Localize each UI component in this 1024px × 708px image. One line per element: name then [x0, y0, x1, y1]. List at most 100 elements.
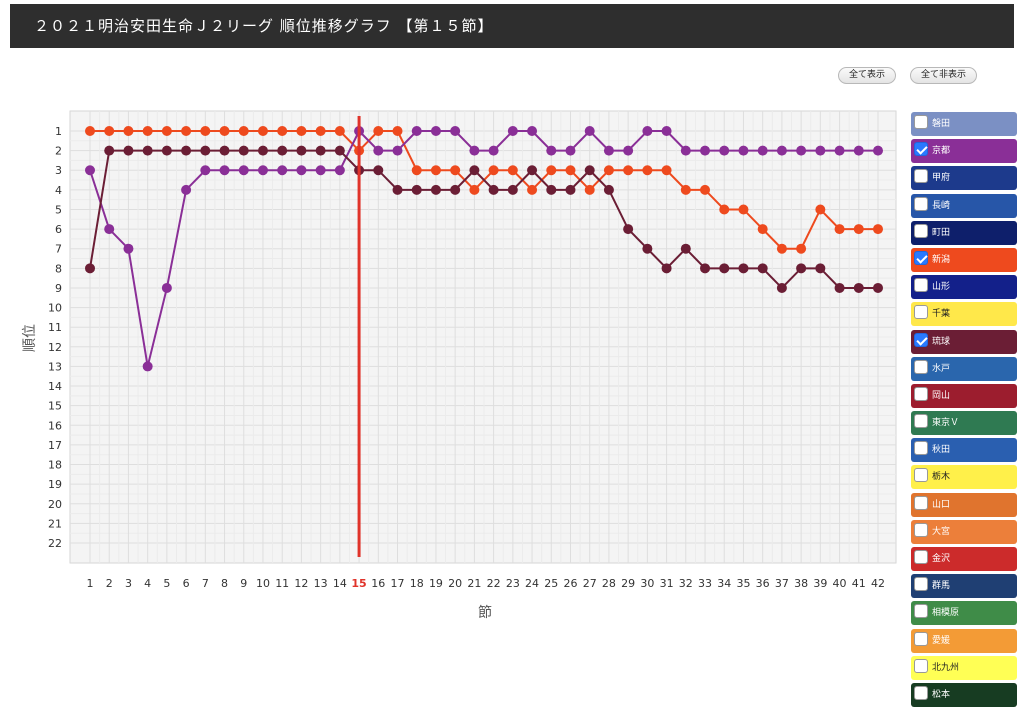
legend-checkbox[interactable]: [914, 278, 928, 293]
data-point: [834, 145, 845, 156]
legend-checkbox[interactable]: [914, 359, 928, 374]
legend-item[interactable]: 水戸: [911, 356, 1017, 381]
data-point: [796, 145, 807, 156]
legend-item[interactable]: 愛媛: [911, 628, 1017, 653]
legend-item[interactable]: 相模原: [911, 601, 1017, 626]
data-point: [661, 263, 672, 274]
legend-checkbox[interactable]: [914, 414, 928, 429]
hide-all-button[interactable]: 全て非表示: [910, 67, 978, 84]
y-tick-label: 5: [55, 203, 62, 216]
data-point: [680, 145, 691, 156]
legend-label: 東京Ｖ: [932, 418, 960, 429]
data-point: [450, 184, 461, 195]
legend-item[interactable]: 東京Ｖ: [911, 411, 1017, 436]
x-tick-label: 27: [583, 577, 597, 590]
legend-checkbox[interactable]: [914, 577, 928, 592]
data-point: [584, 184, 595, 195]
x-tick-label: 8: [221, 577, 228, 590]
legend-item[interactable]: 栃木: [911, 465, 1017, 490]
data-point: [776, 145, 787, 156]
data-point: [700, 184, 711, 195]
legend-checkbox[interactable]: [914, 441, 928, 456]
data-point: [527, 126, 538, 136]
x-tick-label: 30: [640, 577, 654, 590]
legend-item[interactable]: 山形: [911, 275, 1017, 300]
legend-checkbox[interactable]: [914, 115, 928, 129]
legend-label: 金沢: [932, 554, 951, 564]
x-tick-label: 12: [294, 577, 308, 590]
data-point: [738, 263, 749, 274]
x-tick-label: 32: [679, 577, 693, 590]
x-tick-label: 33: [698, 577, 712, 590]
legend-label: 甲府: [932, 173, 951, 184]
x-tick-label: 26: [563, 577, 577, 590]
data-point: [373, 165, 384, 176]
legend-item[interactable]: 秋田: [911, 438, 1017, 463]
legend-item[interactable]: 甲府: [911, 166, 1017, 191]
legend-checkbox[interactable]: [914, 658, 928, 673]
x-tick-label: 36: [756, 577, 770, 590]
data-point: [219, 165, 230, 176]
x-tick-label: 25: [544, 577, 558, 590]
y-tick-label: 18: [48, 459, 62, 472]
data-point: [200, 145, 211, 156]
legend-item[interactable]: 新潟: [911, 247, 1017, 272]
x-tick-label: 22: [487, 577, 501, 590]
legend-checkbox[interactable]: [914, 305, 928, 320]
legend-checkbox[interactable]: [914, 386, 928, 401]
y-tick-label: 1: [55, 125, 62, 138]
data-point: [392, 126, 403, 136]
legend-checkbox[interactable]: [914, 522, 928, 537]
legend-label: 水戸: [932, 363, 951, 374]
x-tick-label: 3: [125, 577, 132, 590]
x-tick-label: 5: [163, 577, 170, 590]
x-tick-label: 24: [525, 577, 539, 590]
legend-checkbox[interactable]: [914, 332, 928, 347]
data-point: [488, 145, 499, 156]
legend-item[interactable]: 千葉: [911, 302, 1017, 327]
data-point: [257, 126, 268, 136]
legend-checkbox[interactable]: [914, 250, 928, 265]
legend-label: 群馬: [932, 581, 951, 592]
data-point: [507, 126, 518, 136]
x-tick-label: 31: [660, 577, 674, 590]
legend-item[interactable]: 群馬: [911, 574, 1017, 599]
legend-checkbox[interactable]: [914, 685, 928, 700]
legend-item[interactable]: 大宮: [911, 519, 1017, 544]
legend-label: 岡山: [932, 390, 951, 401]
legend-item[interactable]: 琉球: [911, 329, 1017, 354]
legend-item[interactable]: 松本: [911, 682, 1017, 707]
data-point: [373, 145, 384, 156]
legend-item[interactable]: 岡山: [911, 383, 1017, 408]
legend-label: 町田: [932, 227, 951, 238]
legend-checkbox[interactable]: [914, 142, 928, 157]
legend-checkbox[interactable]: [914, 550, 928, 564]
data-point: [623, 145, 634, 156]
data-point: [834, 282, 845, 293]
legend-checkbox[interactable]: [914, 196, 928, 211]
legend-item[interactable]: 金沢: [911, 547, 1017, 571]
legend-item[interactable]: 町田: [911, 220, 1017, 245]
legend-checkbox[interactable]: [914, 604, 928, 619]
legend-checkbox[interactable]: [914, 468, 928, 483]
legend-checkbox[interactable]: [914, 495, 928, 510]
legend-item[interactable]: 磐田: [911, 112, 1017, 136]
x-tick-label: 10: [256, 577, 270, 590]
legend-item[interactable]: 北九州: [911, 655, 1017, 680]
x-tick-label: 20: [448, 577, 462, 590]
legend-checkbox[interactable]: [914, 631, 928, 646]
data-point: [815, 204, 826, 215]
legend-item[interactable]: 京都: [911, 139, 1017, 164]
legend-checkbox[interactable]: [914, 169, 928, 184]
x-tick-label: 23: [506, 577, 520, 590]
y-tick-label: 22: [48, 537, 62, 550]
x-tick-label: 39: [813, 577, 827, 590]
legend-item[interactable]: 長崎: [911, 193, 1017, 218]
show-all-button[interactable]: 全て表示: [838, 67, 897, 84]
data-point: [815, 263, 826, 274]
legend-item[interactable]: 山口: [911, 492, 1017, 517]
legend-checkbox[interactable]: [914, 223, 928, 238]
legend-label: 北九州: [932, 662, 960, 673]
data-point: [757, 224, 768, 235]
